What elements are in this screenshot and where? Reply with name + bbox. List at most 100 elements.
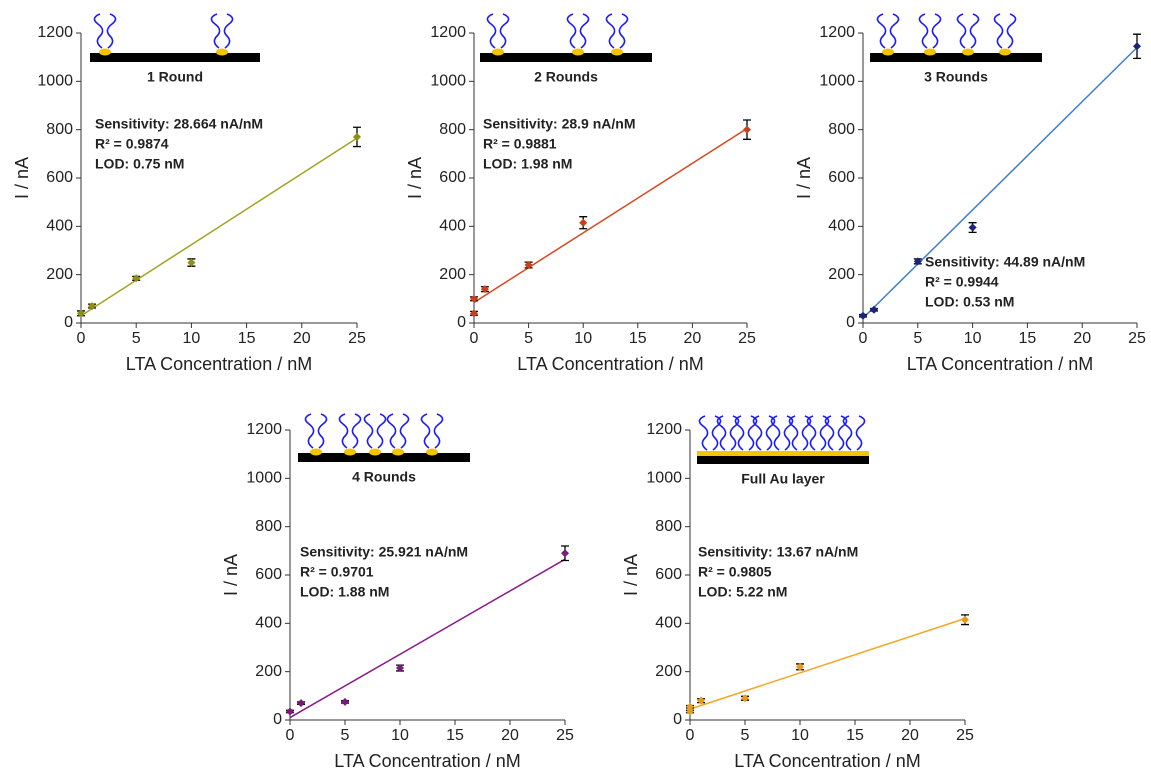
- molecule: [106, 13, 117, 49]
- molecule: [956, 13, 967, 49]
- y-tick-label: 400: [255, 615, 282, 632]
- x-tick-label: 20: [293, 330, 311, 347]
- molecule: [399, 413, 410, 449]
- x-tick-label: 5: [132, 330, 141, 347]
- gold-spot: [962, 48, 974, 56]
- y-tick-label: 200: [439, 266, 466, 283]
- gold-spot: [882, 48, 894, 56]
- y-tick-label: 0: [64, 314, 73, 331]
- molecule: [876, 13, 887, 49]
- x-tick-label: 0: [859, 330, 868, 347]
- y-tick-label: 800: [655, 518, 682, 535]
- marker: [480, 285, 489, 294]
- x-tick-label: 0: [686, 727, 695, 744]
- annotation: Sensitivity: 28.9 nA/nM: [483, 116, 635, 132]
- x-tick-label: 20: [684, 330, 702, 347]
- x-tick-label: 5: [341, 727, 350, 744]
- x-tick-label: 10: [791, 727, 809, 744]
- y-axis-label: I / nA: [794, 157, 814, 199]
- y-tick-label: 1000: [37, 73, 73, 90]
- molecule: [824, 415, 835, 451]
- annotation: Sensitivity: 25.921 nA/nM: [300, 544, 468, 560]
- molecule: [579, 13, 590, 49]
- gold-layer: [697, 451, 869, 456]
- y-tick-label: 1200: [246, 421, 282, 438]
- y-tick-label: 400: [828, 218, 855, 235]
- marker: [470, 309, 478, 318]
- x-tick-label: 25: [348, 330, 366, 347]
- y-tick-label: 400: [655, 615, 682, 632]
- molecule: [918, 13, 929, 49]
- fit-line: [289, 558, 566, 719]
- marker: [396, 664, 404, 673]
- annotation: LOD: 0.75 nM: [95, 156, 184, 172]
- x-tick-label: 10: [574, 330, 592, 347]
- molecule: [801, 415, 812, 451]
- y-tick-label: 800: [46, 121, 73, 138]
- x-axis-label: LTA Concentration / nM: [907, 354, 1093, 374]
- panel-label: 2 Rounds: [534, 69, 598, 85]
- molecule: [734, 415, 745, 451]
- molecule: [993, 13, 1004, 49]
- molecule: [499, 13, 510, 49]
- marker: [132, 274, 141, 283]
- marker: [869, 305, 878, 314]
- molecule: [931, 13, 942, 49]
- gold-spot: [310, 448, 322, 456]
- gold-spot: [611, 48, 623, 56]
- annotation: LOD: 0.53 nM: [925, 294, 1014, 310]
- molecule: [210, 13, 221, 49]
- molecule: [969, 13, 980, 49]
- annotation: Sensitivity: 44.89 nA/nM: [925, 254, 1085, 270]
- gold-spot: [924, 48, 936, 56]
- marker: [741, 694, 749, 703]
- molecule: [420, 413, 431, 449]
- y-tick-label: 1000: [246, 470, 282, 487]
- y-tick-label: 0: [273, 711, 282, 728]
- molecule: [729, 415, 740, 451]
- y-tick-label: 600: [828, 169, 855, 186]
- x-axis-label: LTA Concentration / nM: [126, 354, 312, 374]
- fit-line: [473, 127, 748, 304]
- molecule: [486, 13, 497, 49]
- fit-line: [80, 137, 358, 317]
- marker: [796, 662, 804, 671]
- y-tick-label: 800: [828, 121, 855, 138]
- electrode: [480, 53, 652, 62]
- molecule: [223, 13, 234, 49]
- y-axis-label: I / nA: [621, 554, 641, 596]
- annotation: Sensitivity: 28.664 nA/nM: [95, 116, 263, 132]
- marker: [353, 132, 361, 141]
- x-tick-label: 15: [846, 727, 864, 744]
- marker: [187, 258, 196, 267]
- molecule: [93, 13, 104, 49]
- y-tick-label: 400: [439, 218, 466, 235]
- gold-spot: [492, 48, 504, 56]
- molecule: [618, 13, 629, 49]
- x-tick-label: 10: [183, 330, 201, 347]
- y-tick-label: 200: [655, 663, 682, 680]
- x-tick-label: 20: [1073, 330, 1091, 347]
- x-tick-label: 20: [501, 727, 519, 744]
- x-tick-label: 15: [238, 330, 256, 347]
- x-tick-label: 25: [1128, 330, 1146, 347]
- y-tick-label: 200: [828, 266, 855, 283]
- annotation: R² = 0.9881: [483, 136, 557, 152]
- molecule: [363, 413, 374, 449]
- molecule: [605, 13, 616, 49]
- y-tick-label: 600: [655, 566, 682, 583]
- molecule: [433, 413, 444, 449]
- x-axis-label: LTA Concentration / nM: [334, 751, 520, 771]
- marker: [470, 294, 478, 303]
- molecule: [351, 413, 362, 449]
- molecule: [386, 413, 397, 449]
- y-axis-label: I / nA: [405, 157, 425, 199]
- molecule: [889, 13, 900, 49]
- y-tick-label: 1200: [430, 24, 466, 41]
- x-tick-label: 20: [901, 727, 919, 744]
- molecule: [770, 415, 781, 451]
- y-axis-label: I / nA: [221, 554, 241, 596]
- annotation: LOD: 1.98 nM: [483, 156, 572, 172]
- fit-line: [689, 617, 966, 710]
- marker: [859, 311, 867, 320]
